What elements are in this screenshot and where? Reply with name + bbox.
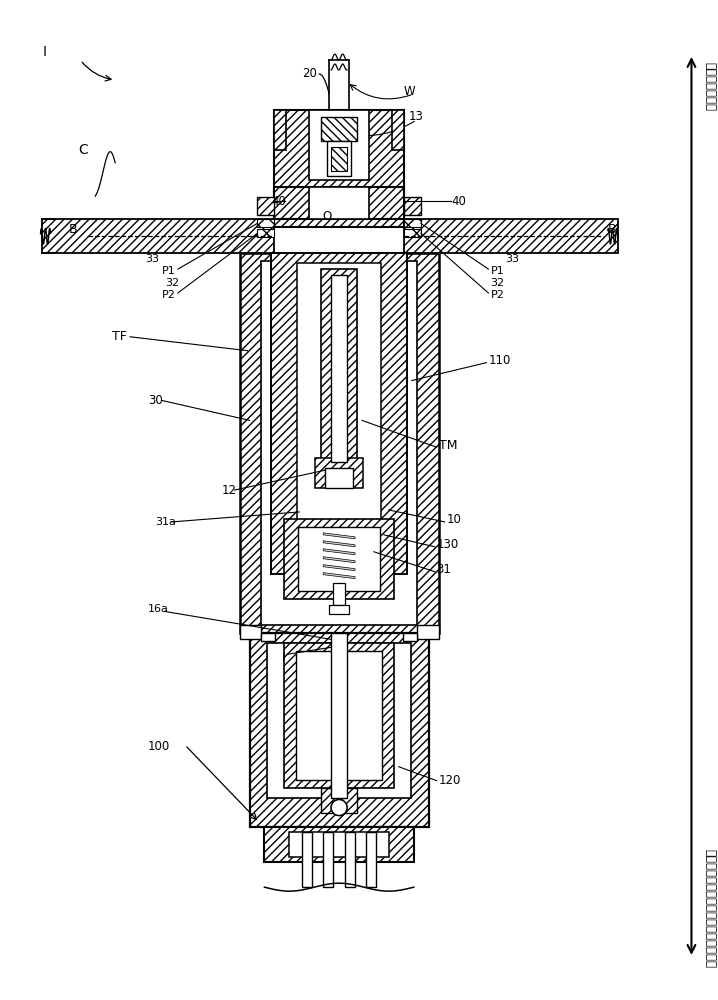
Bar <box>261 261 416 625</box>
Text: C: C <box>78 143 88 157</box>
Bar <box>331 147 347 171</box>
Bar <box>284 643 394 788</box>
Bar <box>264 827 414 862</box>
Text: 12: 12 <box>222 484 237 497</box>
Polygon shape <box>323 565 355 571</box>
Text: 120: 120 <box>439 774 461 787</box>
Text: 后端侧（内侧）: 后端侧（内侧） <box>704 62 717 111</box>
Bar <box>321 788 357 813</box>
Bar <box>240 625 261 639</box>
Bar <box>309 187 369 219</box>
Bar <box>345 832 355 887</box>
Polygon shape <box>323 541 355 547</box>
Text: TM: TM <box>439 439 457 452</box>
Bar <box>392 110 404 150</box>
Bar <box>321 117 357 141</box>
Text: 33: 33 <box>145 254 159 264</box>
Text: 16a: 16a <box>148 604 169 614</box>
Bar <box>240 253 439 633</box>
Polygon shape <box>323 533 355 539</box>
Bar <box>302 832 312 887</box>
Polygon shape <box>323 573 355 579</box>
Polygon shape <box>42 219 274 253</box>
Bar <box>331 633 347 798</box>
Text: 32: 32 <box>165 278 179 288</box>
Text: 40: 40 <box>271 195 286 208</box>
Bar <box>309 110 369 180</box>
Text: W: W <box>404 85 416 98</box>
Text: O: O <box>322 210 332 223</box>
Text: P2: P2 <box>162 290 176 300</box>
Polygon shape <box>323 549 355 555</box>
Text: 前端侧（外侧／配对连接器的配合侧）: 前端侧（外侧／配对连接器的配合侧） <box>704 849 717 968</box>
Bar <box>250 633 429 827</box>
Bar <box>323 832 333 887</box>
Bar <box>258 229 274 237</box>
Bar <box>297 263 381 564</box>
Text: 13: 13 <box>409 110 424 123</box>
Bar <box>258 197 274 215</box>
Text: P1: P1 <box>162 266 176 276</box>
Text: B: B <box>69 223 78 236</box>
Circle shape <box>331 800 347 816</box>
Bar <box>404 197 421 215</box>
Text: 100: 100 <box>148 740 170 753</box>
Text: 110: 110 <box>488 354 510 367</box>
Bar <box>297 651 382 780</box>
Circle shape <box>331 800 347 816</box>
Bar <box>404 229 421 237</box>
Bar <box>267 643 411 798</box>
Bar <box>271 253 407 574</box>
Text: I: I <box>42 45 47 59</box>
Bar <box>331 275 347 462</box>
Bar <box>274 110 286 150</box>
Bar <box>321 269 357 468</box>
Text: 30: 30 <box>148 394 163 407</box>
Polygon shape <box>404 219 617 253</box>
Text: B: B <box>608 223 617 236</box>
Text: 130: 130 <box>437 538 459 551</box>
Text: 10: 10 <box>447 513 462 526</box>
Text: P2: P2 <box>490 290 504 300</box>
Text: 32: 32 <box>490 278 505 288</box>
Bar <box>258 219 274 227</box>
Text: 31: 31 <box>437 563 452 576</box>
Text: 40: 40 <box>452 195 467 208</box>
Text: I: I <box>281 651 285 664</box>
Text: 20: 20 <box>302 67 317 80</box>
Bar <box>274 187 404 219</box>
Bar <box>333 583 345 605</box>
Bar <box>327 141 351 176</box>
Bar <box>416 625 439 639</box>
Bar <box>366 832 376 887</box>
Bar <box>284 519 394 599</box>
Bar <box>325 468 353 488</box>
Text: 31a: 31a <box>155 517 176 527</box>
Bar <box>404 219 421 227</box>
Bar <box>289 832 389 857</box>
Bar <box>403 633 416 641</box>
Bar <box>315 458 363 488</box>
Bar <box>298 527 380 591</box>
Bar <box>329 605 349 614</box>
Text: TF: TF <box>112 330 127 343</box>
Text: 33: 33 <box>505 254 519 264</box>
Bar <box>274 110 404 227</box>
Bar <box>261 633 276 641</box>
Text: P1: P1 <box>490 266 504 276</box>
Polygon shape <box>323 557 355 563</box>
